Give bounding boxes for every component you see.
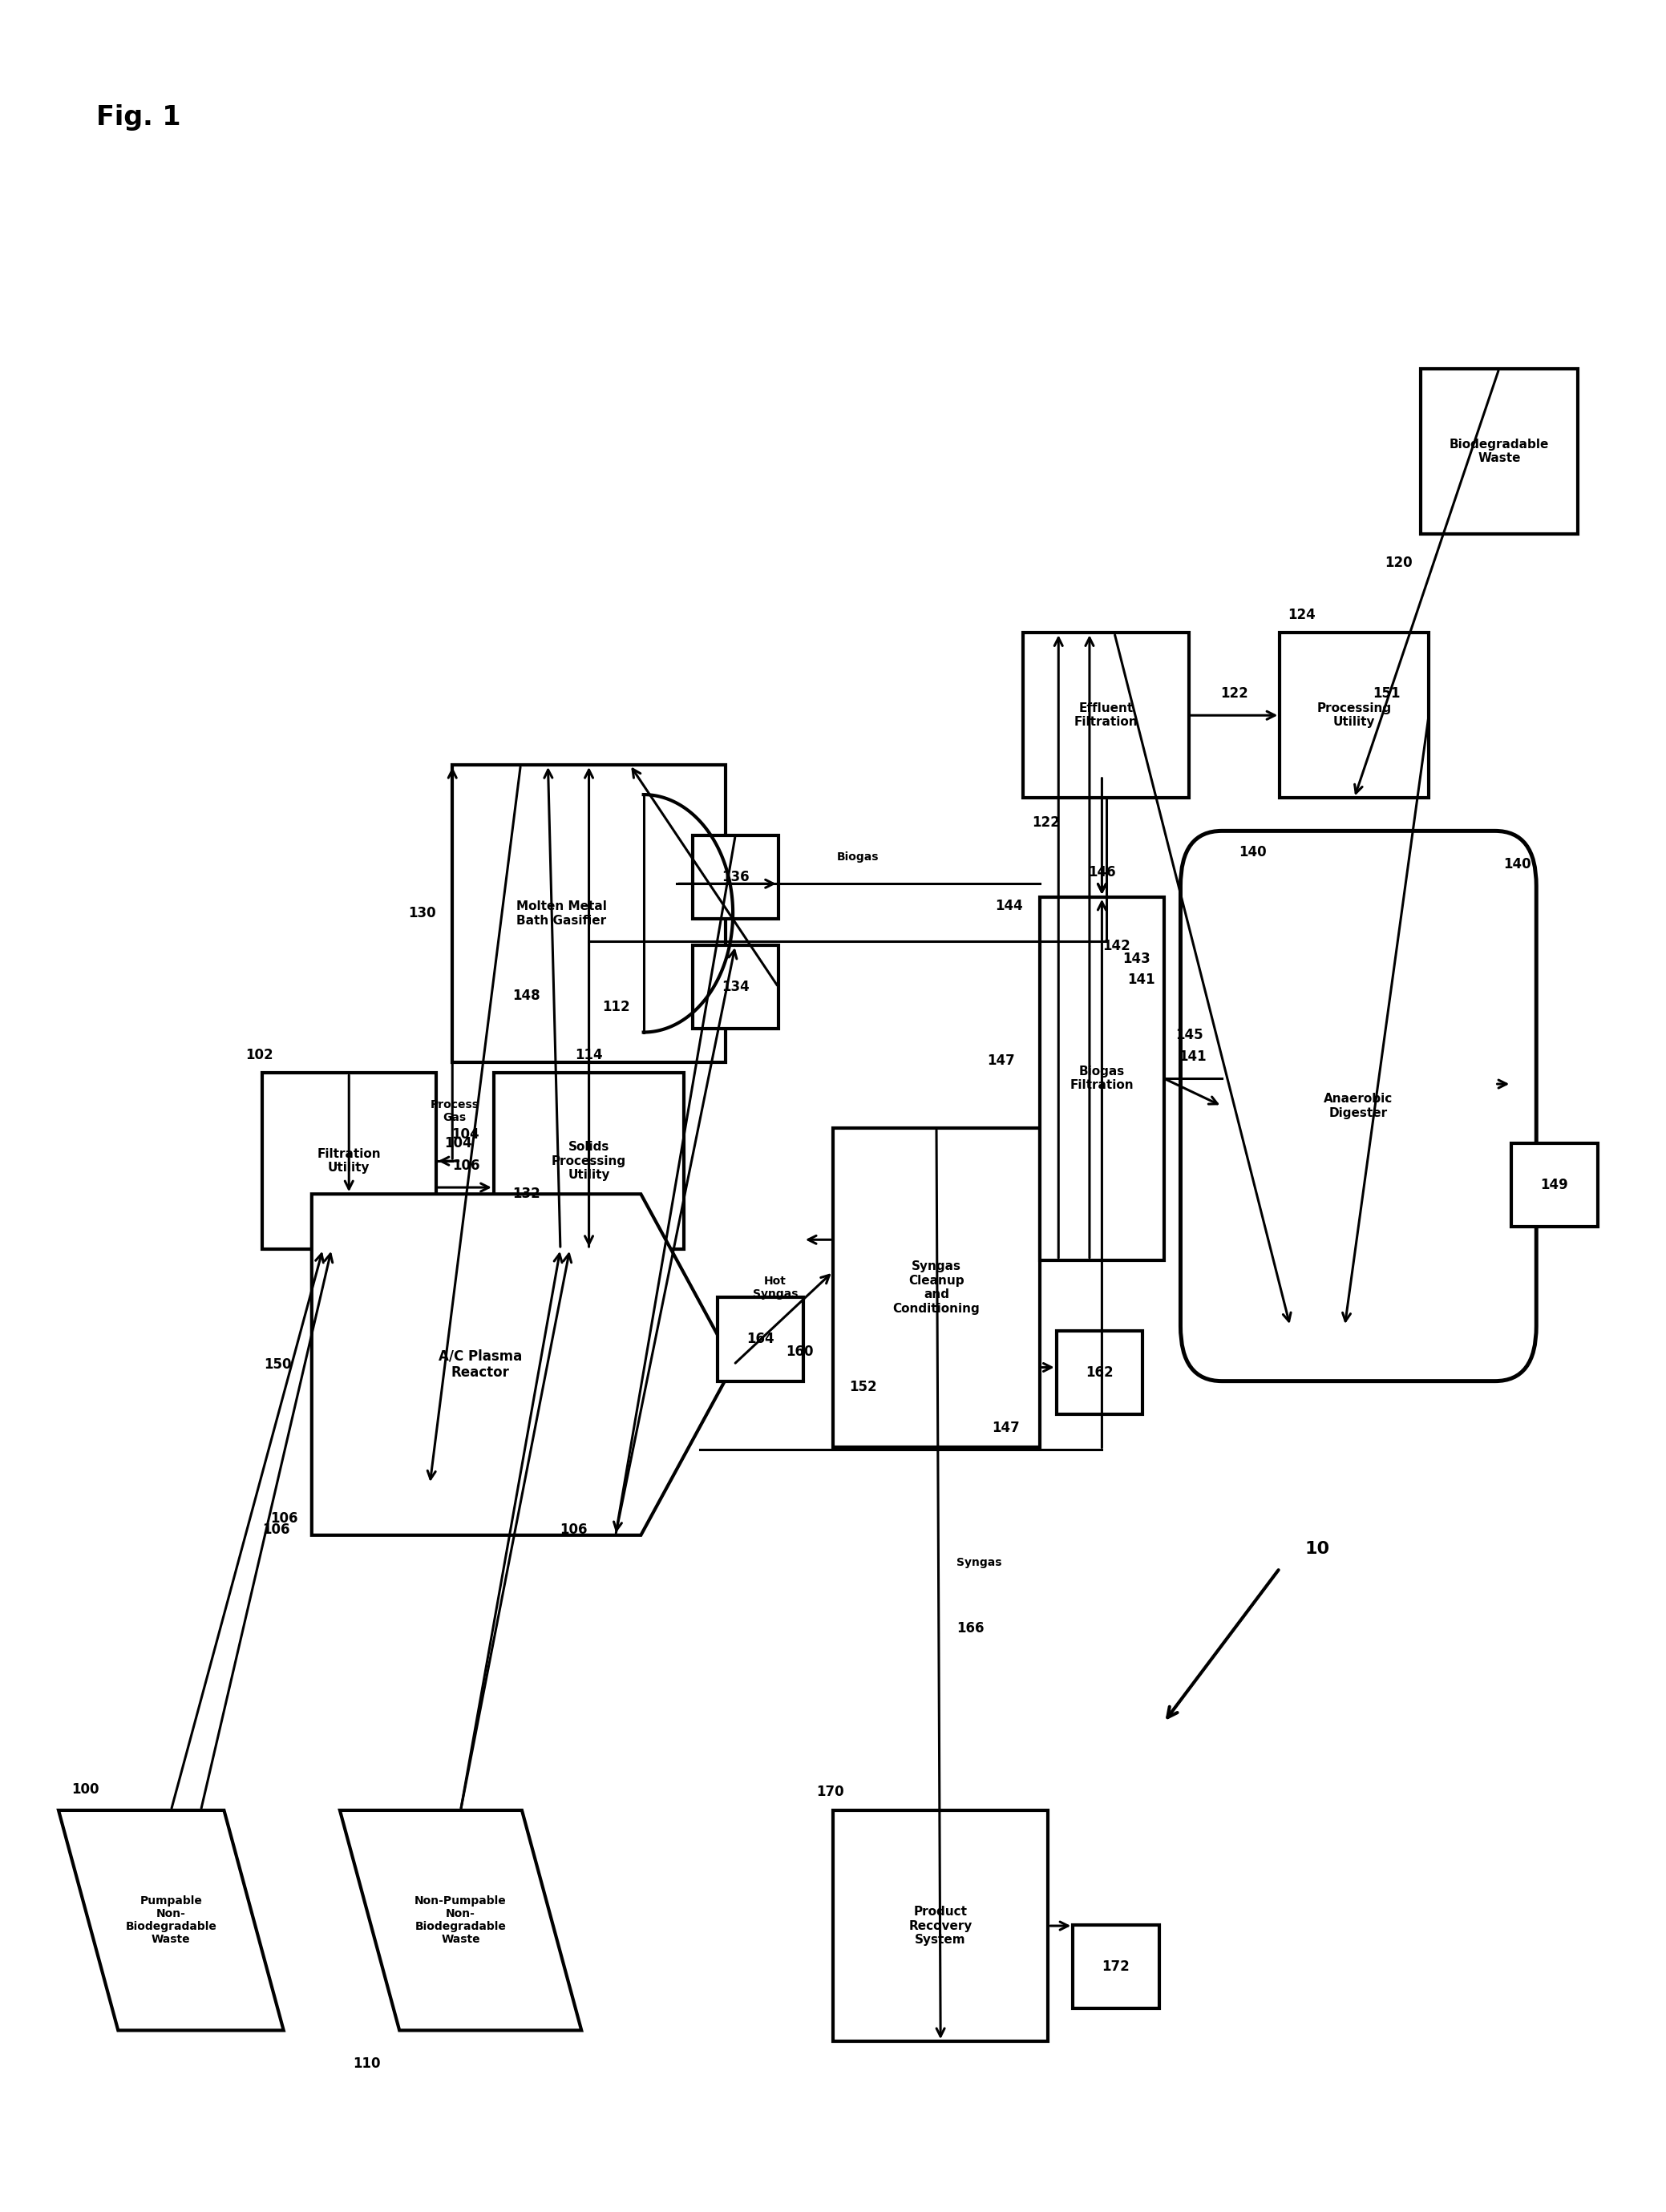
Text: Molten Metal
Bath Gasifier: Molten Metal Bath Gasifier (516, 900, 606, 927)
Text: 124: 124 (1288, 608, 1316, 622)
Text: 130: 130 (408, 907, 436, 920)
Text: Effluent
Filtration: Effluent Filtration (1075, 703, 1138, 728)
Text: Fig. 1: Fig. 1 (97, 104, 182, 131)
Text: 134: 134 (721, 980, 750, 995)
Text: 104: 104 (445, 1137, 471, 1150)
Text: 147: 147 (993, 1420, 1020, 1436)
Text: 140: 140 (1503, 856, 1531, 872)
Bar (1421, 369, 1578, 533)
Text: 149: 149 (1541, 1179, 1568, 1192)
Text: 104: 104 (451, 1128, 480, 1141)
Text: 106: 106 (270, 1511, 298, 1526)
Text: 106: 106 (560, 1522, 588, 1537)
Text: 140: 140 (1238, 845, 1266, 860)
Bar (262, 1073, 436, 1250)
Text: 164: 164 (746, 1332, 775, 1347)
Text: 106: 106 (453, 1159, 480, 1172)
Text: 106: 106 (262, 1522, 290, 1537)
Text: 144: 144 (996, 898, 1023, 914)
Text: 143: 143 (1123, 951, 1151, 967)
Text: 141: 141 (1128, 973, 1155, 987)
Text: 112: 112 (601, 1000, 630, 1013)
Text: 122: 122 (1031, 816, 1060, 830)
Text: 170: 170 (816, 1785, 845, 1798)
Text: 141: 141 (1180, 1048, 1206, 1064)
Bar (1040, 896, 1165, 1261)
Bar (833, 1128, 1040, 1447)
Text: Biogas: Biogas (836, 852, 880, 863)
Text: 110: 110 (353, 2057, 382, 2070)
Text: Hot
Syngas: Hot Syngas (753, 1276, 798, 1301)
Text: 132: 132 (513, 1188, 540, 1201)
Bar (1511, 1144, 1598, 1228)
Text: 114: 114 (575, 1048, 603, 1062)
Bar (1023, 633, 1190, 799)
Text: 142: 142 (1103, 940, 1131, 953)
Text: Pumpable
Non-
Biodegradable
Waste: Pumpable Non- Biodegradable Waste (125, 1896, 217, 1944)
Text: Process
Gas: Process Gas (430, 1099, 478, 1124)
Text: 151: 151 (1373, 686, 1401, 701)
Text: 146: 146 (1088, 865, 1116, 880)
FancyBboxPatch shape (1181, 832, 1536, 1380)
Text: 152: 152 (850, 1380, 878, 1394)
Text: 166: 166 (956, 1621, 985, 1637)
Text: 147: 147 (988, 1053, 1015, 1068)
Text: 100: 100 (72, 1783, 100, 1796)
Text: 136: 136 (721, 869, 750, 885)
Bar (453, 765, 725, 1062)
Text: Syngas: Syngas (956, 1557, 1001, 1568)
Text: Syngas
Cleanup
and
Conditioning: Syngas Cleanup and Conditioning (893, 1261, 980, 1314)
Polygon shape (58, 1809, 283, 2031)
Text: 150: 150 (265, 1358, 292, 1371)
Text: A/C Plasma
Reactor: A/C Plasma Reactor (438, 1349, 523, 1380)
Text: Anaerobic
Digester: Anaerobic Digester (1324, 1093, 1393, 1119)
Bar (1279, 633, 1429, 799)
Text: Non-Pumpable
Non-
Biodegradable
Waste: Non-Pumpable Non- Biodegradable Waste (415, 1896, 506, 1944)
Bar (693, 836, 778, 918)
Bar (1073, 1924, 1160, 2008)
Text: 120: 120 (1384, 555, 1413, 571)
Text: 10: 10 (1304, 1542, 1329, 1557)
Text: Filtration
Utility: Filtration Utility (317, 1148, 382, 1175)
Bar (1056, 1329, 1143, 1413)
Bar (833, 1809, 1048, 2042)
Polygon shape (340, 1809, 581, 2031)
Text: Product
Recovery
System: Product Recovery System (908, 1907, 973, 1947)
Bar (716, 1298, 803, 1380)
Polygon shape (312, 1194, 733, 1535)
Text: 145: 145 (1176, 1029, 1203, 1042)
Text: 102: 102 (245, 1048, 273, 1062)
Text: 160: 160 (785, 1345, 813, 1358)
Text: Biogas
Filtration: Biogas Filtration (1070, 1066, 1135, 1091)
Text: Solids
Processing
Utility: Solids Processing Utility (551, 1141, 626, 1181)
Text: 148: 148 (513, 989, 540, 1004)
Text: Processing
Utility: Processing Utility (1316, 703, 1391, 728)
Text: Biodegradable
Waste: Biodegradable Waste (1449, 438, 1549, 465)
Text: 172: 172 (1101, 1960, 1130, 1973)
Text: 162: 162 (1086, 1365, 1113, 1380)
Bar (493, 1073, 685, 1250)
Bar (693, 945, 778, 1029)
Text: 122: 122 (1221, 686, 1248, 701)
